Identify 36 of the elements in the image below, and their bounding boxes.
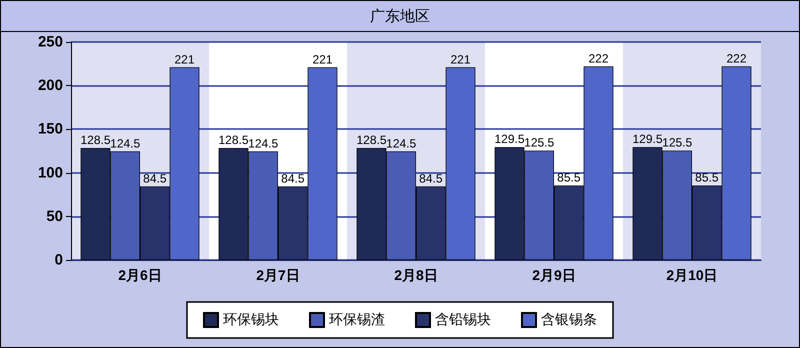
data-label: 124.5	[248, 136, 279, 150]
data-label: 128.5	[218, 132, 249, 147]
data-label: 129.5	[632, 132, 663, 146]
y-tick-label: 250	[38, 34, 63, 50]
data-label: 125.5	[662, 136, 693, 150]
data-label: 222	[588, 51, 609, 66]
x-tick-label: 2月8日	[394, 267, 438, 283]
data-label: 124.5	[386, 136, 417, 150]
data-label: 85.5	[695, 170, 719, 184]
data-label: 221	[450, 52, 471, 66]
data-label: 84.5	[419, 171, 443, 186]
data-label: 221	[312, 52, 333, 66]
data-label: 84.5	[281, 171, 305, 186]
x-tick-label: 2月6日	[118, 267, 162, 283]
y-tick-label: 200	[38, 77, 63, 94]
data-label: 129.5	[494, 132, 525, 146]
data-label: 222	[726, 51, 747, 66]
x-tick-label: 2月9日	[532, 267, 576, 283]
legend-label: 环保锡块	[223, 312, 279, 328]
chart-title: 广东地区	[1, 1, 799, 32]
y-tick-label: 150	[38, 120, 63, 138]
data-label: 125.5	[524, 136, 555, 150]
y-tick-label: 100	[38, 164, 63, 182]
x-tick-label: 2月7日	[256, 267, 300, 283]
data-label: 128.5	[80, 132, 111, 147]
legend-label: 含铅锡块	[435, 312, 491, 328]
data-label: 84.5	[143, 171, 167, 186]
data-label: 221	[174, 52, 195, 66]
legend-label: 含银锡条	[541, 312, 597, 328]
data-label: 85.5	[557, 170, 581, 184]
y-tick-label: 50	[46, 208, 63, 225]
y-tick-label: 0	[54, 252, 63, 268]
x-tick-label: 2月10日	[666, 267, 718, 283]
data-label: 128.5	[356, 132, 387, 147]
data-label: 124.5	[110, 136, 141, 150]
legend-label: 环保锡渣	[329, 312, 385, 328]
